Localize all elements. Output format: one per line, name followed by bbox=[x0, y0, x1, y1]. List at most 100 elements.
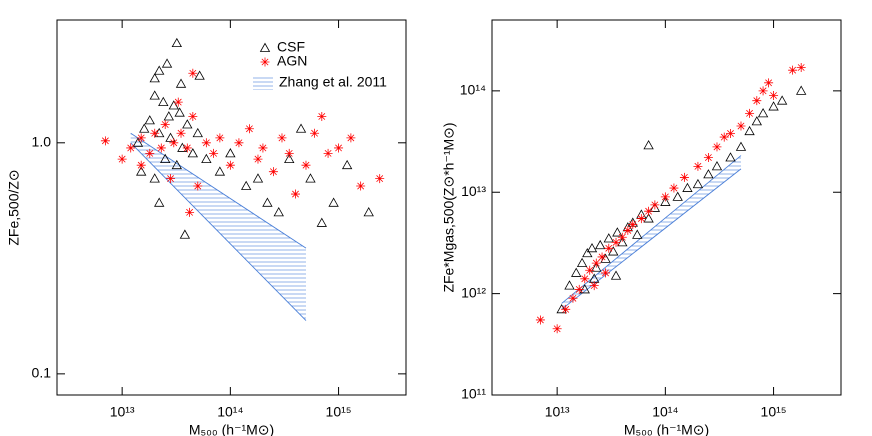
data-point bbox=[636, 214, 646, 224]
data-point bbox=[136, 160, 146, 170]
data-point bbox=[735, 141, 747, 151]
y-tick-label: 10¹⁴ bbox=[460, 82, 486, 98]
data-point bbox=[591, 262, 602, 272]
x-tick-label: 10¹⁴ bbox=[217, 404, 243, 420]
data-point bbox=[795, 85, 807, 95]
data-point bbox=[328, 197, 339, 207]
data-point bbox=[623, 225, 633, 235]
data-point bbox=[310, 128, 320, 138]
data-point bbox=[291, 189, 300, 199]
data-point bbox=[182, 143, 192, 153]
data-point bbox=[610, 270, 622, 280]
x-axis-label: M₅₀₀ (h⁻¹M⊙) bbox=[189, 422, 274, 436]
data-point bbox=[316, 217, 327, 227]
data-point bbox=[168, 100, 179, 110]
band-edge bbox=[130, 142, 307, 321]
plot-frame bbox=[56, 19, 407, 396]
data-point bbox=[201, 138, 211, 148]
data-point bbox=[192, 127, 203, 138]
data-point bbox=[194, 70, 205, 80]
data-point bbox=[154, 127, 165, 138]
data-point bbox=[163, 111, 175, 121]
data-point bbox=[139, 123, 150, 133]
data-point bbox=[617, 232, 627, 242]
data-point bbox=[301, 160, 311, 170]
data-point bbox=[586, 242, 598, 253]
data-point bbox=[295, 123, 307, 133]
data-point bbox=[149, 90, 160, 100]
data-point bbox=[161, 58, 173, 68]
data-point bbox=[171, 37, 182, 48]
data-point bbox=[363, 207, 374, 217]
data-point bbox=[160, 120, 170, 130]
legend-label: CSF bbox=[277, 39, 305, 55]
data-point bbox=[177, 142, 188, 152]
data-point bbox=[262, 197, 273, 207]
data-point bbox=[346, 133, 356, 143]
legend-swatch bbox=[253, 76, 273, 90]
data-point bbox=[556, 304, 567, 314]
data-point bbox=[201, 153, 212, 164]
data-point bbox=[611, 237, 621, 247]
data-point bbox=[597, 252, 607, 262]
legend-marker bbox=[259, 42, 271, 52]
data-point bbox=[703, 153, 713, 163]
data-point bbox=[764, 78, 774, 88]
legend-label: AGN bbox=[277, 53, 307, 69]
data-point bbox=[643, 140, 654, 150]
data-point bbox=[277, 133, 287, 143]
y-tick-label: 0.1 bbox=[32, 365, 52, 381]
data-point bbox=[209, 148, 219, 158]
data-point bbox=[604, 243, 614, 253]
data-point bbox=[579, 284, 590, 294]
data-point bbox=[175, 78, 187, 88]
data-point bbox=[179, 229, 191, 239]
band-area bbox=[561, 155, 741, 310]
plot-frame bbox=[491, 19, 842, 396]
data-point bbox=[632, 229, 643, 239]
y-tick-label: 10¹¹ bbox=[461, 386, 486, 402]
data-point bbox=[240, 180, 252, 190]
data-point bbox=[323, 148, 333, 158]
data-point bbox=[160, 153, 171, 164]
y-axis-label: ZFe*Mgas,500(Z⊙*h⁻¹M⊙) bbox=[441, 122, 457, 292]
data-point bbox=[166, 174, 176, 184]
data-point bbox=[100, 136, 110, 146]
data-point bbox=[182, 119, 193, 129]
data-point bbox=[757, 108, 769, 118]
data-point bbox=[617, 237, 628, 247]
data-point bbox=[258, 143, 268, 153]
data-point bbox=[144, 115, 155, 125]
band-area bbox=[130, 133, 306, 321]
data-point bbox=[185, 207, 195, 217]
x-tick-label: 10¹⁴ bbox=[652, 404, 678, 420]
data-point bbox=[214, 166, 226, 176]
data-point bbox=[603, 233, 614, 243]
data-point bbox=[169, 138, 179, 148]
data-point bbox=[660, 196, 671, 206]
data-point bbox=[564, 280, 575, 290]
data-point bbox=[574, 284, 584, 294]
data-point bbox=[585, 265, 595, 275]
data-point bbox=[187, 148, 199, 158]
data-point bbox=[535, 315, 545, 325]
data-point bbox=[736, 121, 746, 131]
data-point bbox=[725, 152, 736, 162]
y-tick-label: 10¹³ bbox=[461, 183, 486, 199]
data-point bbox=[693, 161, 703, 171]
data-point bbox=[682, 182, 693, 192]
data-point bbox=[145, 148, 155, 158]
data-point bbox=[117, 154, 127, 164]
data-point bbox=[193, 181, 203, 191]
data-point bbox=[356, 181, 366, 191]
data-point bbox=[796, 62, 806, 72]
data-point bbox=[176, 128, 186, 138]
data-point bbox=[589, 281, 599, 291]
band-edge bbox=[130, 132, 307, 249]
data-point bbox=[768, 101, 779, 111]
data-point bbox=[136, 133, 146, 143]
data-point bbox=[752, 96, 762, 106]
data-point bbox=[669, 183, 679, 193]
y-tick-label: 1.0 bbox=[32, 134, 52, 150]
data-point bbox=[252, 173, 264, 183]
